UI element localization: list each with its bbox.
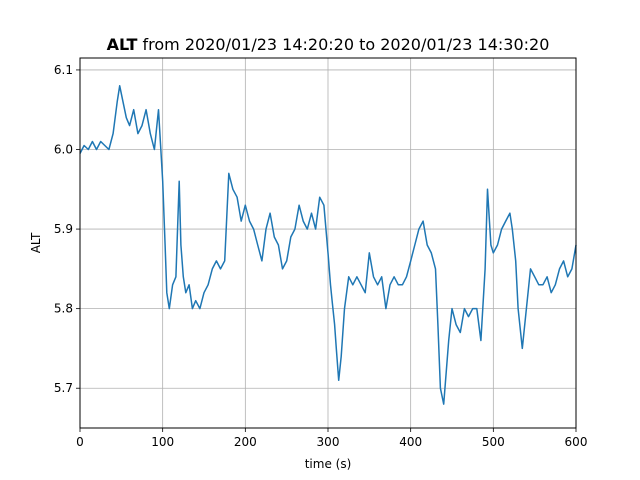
x-tick-label: 400: [399, 435, 422, 449]
series-line: [79, 85, 577, 405]
y-tick-label: 5.7: [54, 381, 73, 395]
x-tick-label: 200: [234, 435, 257, 449]
x-axis-label: time (s): [305, 457, 352, 471]
y-axis-label: ALT: [29, 232, 43, 253]
x-tick-label: 300: [317, 435, 340, 449]
chart-title-bold: ALT: [107, 35, 138, 54]
y-axis: 5.7 5.8 5.9 6.0 6.1: [54, 63, 80, 395]
x-tick-label: 100: [151, 435, 174, 449]
x-tick-label: 0: [76, 435, 84, 449]
y-tick-label: 6.1: [54, 63, 73, 77]
plot-area: [79, 85, 577, 405]
chart-title-rest: from 2020/01/23 14:20:20 to 2020/01/23 1…: [137, 35, 549, 54]
x-axis: 0 100 200 300 400 500 600: [76, 428, 587, 449]
x-tick-label: 600: [565, 435, 588, 449]
chart-title: ALT from 2020/01/23 14:20:20 to 2020/01/…: [107, 35, 550, 54]
y-tick-label: 5.8: [54, 302, 73, 316]
grid-lines: [79, 58, 577, 428]
y-tick-label: 6.0: [54, 143, 73, 157]
y-tick-label: 5.9: [54, 222, 73, 236]
x-tick-label: 500: [482, 435, 505, 449]
